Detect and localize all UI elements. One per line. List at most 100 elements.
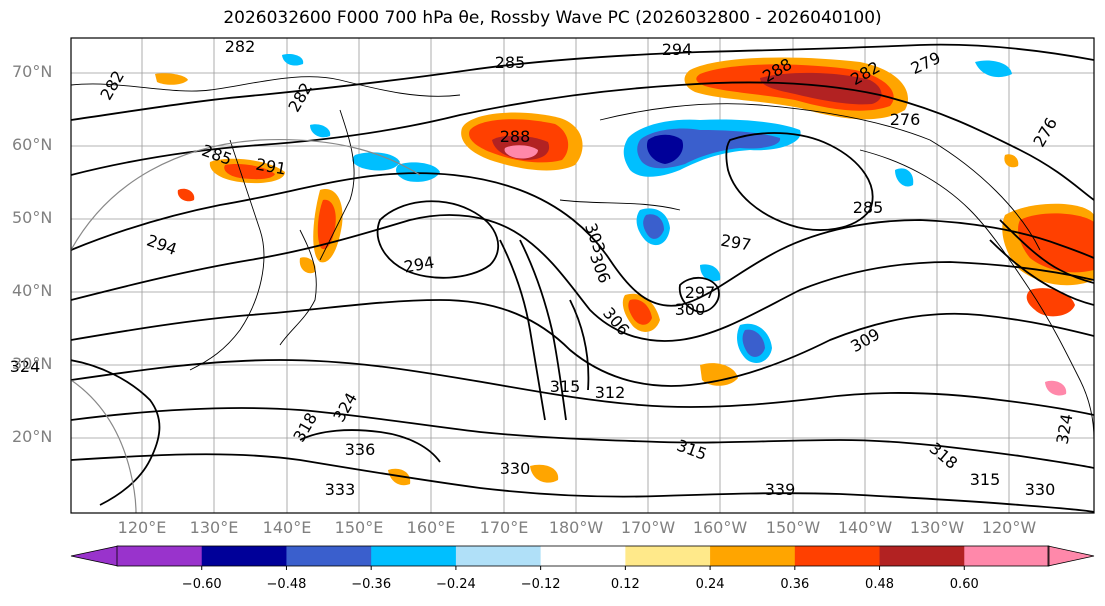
contour-label: 282 (225, 37, 256, 56)
longitude-label: 180°W (548, 518, 604, 537)
contour-label: 330 (1025, 480, 1056, 499)
positive-anomaly-patch (1004, 154, 1019, 168)
contour-label: 315 (550, 377, 581, 396)
negative-anomaly-patch (700, 264, 721, 282)
positive-anomaly-patch (760, 72, 882, 105)
contour-label: 294 (662, 40, 693, 59)
longitude-label: 170°W (620, 518, 676, 537)
contour-label: 324 (329, 389, 361, 425)
colorbar-max-extension (1047, 545, 1095, 567)
contour-label: 315 (674, 436, 709, 464)
colorbar-segment (625, 546, 711, 566)
contour-label: 312 (595, 383, 626, 402)
figure-title: 2026032600 F000 700 hPa θe, Rossby Wave … (223, 8, 882, 28)
contour-label: 324 (1053, 412, 1077, 445)
contour-label: 288 (500, 127, 531, 146)
longitude-label: 150°W (765, 518, 821, 537)
colorbar-segment (879, 546, 965, 566)
negative-anomaly-patch (895, 168, 914, 187)
contour-label: 276 (1029, 114, 1061, 150)
latitude-label: 40°N (12, 281, 53, 300)
negative-anomaly-patch (646, 134, 684, 164)
colorbar-segment (964, 546, 1050, 566)
theta-e-contours (71, 43, 1094, 513)
map-frame (70, 37, 1095, 514)
longitude-label: 130°E (189, 518, 239, 537)
contour-label: 285 (495, 53, 526, 72)
colorbar-segment (710, 546, 796, 566)
negative-anomaly-patch (310, 124, 331, 138)
contour-label: 285 (199, 141, 234, 169)
colorbar-tick-label: 0.48 (865, 577, 895, 592)
colorbar-segment (371, 546, 457, 566)
latitude-label: 50°N (12, 208, 53, 227)
colorbar-tick-label: 0.24 (695, 577, 725, 592)
contour-label: 318 (289, 409, 321, 445)
contour-label: 300 (675, 300, 706, 319)
negative-anomaly-patch (352, 152, 400, 171)
longitude-label: 170°E (479, 518, 529, 537)
latitude-label: 30°N (12, 354, 53, 373)
positive-anomaly-patch (155, 73, 188, 85)
colorbar-segment (117, 546, 203, 566)
positive-anomaly-patch (299, 257, 316, 274)
contour-label: 336 (345, 440, 376, 459)
contour-label: 297 (719, 231, 752, 255)
contour-label: 324 (10, 357, 41, 376)
longitude-label: 160°E (406, 518, 456, 537)
negative-anomaly-patch (282, 54, 304, 66)
longitude-label: 140°W (837, 518, 893, 537)
latitude-label: 70°N (12, 62, 53, 81)
colorbar-tick-label: −0.24 (435, 577, 476, 592)
positive-anomaly-patch (1026, 288, 1075, 317)
positive-anomaly-patch (1045, 380, 1067, 396)
colorbar-tick-label: 0.36 (780, 577, 810, 592)
contour-label: 330 (500, 459, 531, 478)
longitude-label: 130°W (909, 518, 965, 537)
contour-label: 276 (890, 110, 921, 129)
positive-anomaly-patch (504, 145, 538, 159)
contour-label: 279 (908, 48, 944, 78)
colorbar (70, 545, 1095, 570)
colorbar-segment (201, 546, 287, 566)
longitude-label: 140°E (262, 518, 312, 537)
negative-anomaly-patch (975, 60, 1012, 78)
negative-anomaly-patch (643, 214, 664, 239)
map-content (71, 38, 1094, 513)
latitude-label: 20°N (12, 427, 53, 446)
colorbar-segment (286, 546, 372, 566)
negative-anomaly-patch (742, 329, 765, 357)
positive-anomaly-patch (628, 299, 652, 325)
colorbar-tick-label: 0.12 (610, 577, 640, 592)
contour-label: 285 (853, 198, 884, 217)
colorbar-tick-label: 0.60 (949, 577, 979, 592)
longitude-label: 160°W (692, 518, 748, 537)
contour-label: 315 (970, 470, 1001, 489)
contour-label: 282 (284, 79, 316, 115)
contour-label: 297 (685, 283, 716, 302)
colorbar-border (116, 545, 1050, 567)
contour-label: 306 (586, 251, 614, 286)
contour-label: 303 (581, 221, 609, 256)
contour-label: 333 (325, 480, 356, 499)
colorbar-segment (794, 546, 881, 566)
positive-anomaly-patch (530, 464, 559, 483)
projection-boundary (71, 138, 421, 513)
longitude-label: 150°E (334, 518, 384, 537)
colorbar-tick-label: −0.48 (266, 577, 307, 592)
positive-anomaly-patch (224, 164, 275, 180)
colorbar-tick-label: −0.60 (181, 577, 222, 592)
colorbar-segment (455, 546, 542, 566)
longitude-label: 120°E (117, 518, 167, 537)
colorbar-tick-label: −0.12 (520, 577, 561, 592)
colorbar-min-extension (70, 545, 119, 567)
contour-label: 339 (765, 480, 796, 499)
contour-label: 294 (144, 231, 179, 259)
contour-label: 318 (926, 439, 962, 473)
longitude-label: 120°W (981, 518, 1037, 537)
positive-anomaly-patch (388, 468, 411, 486)
coastlines (71, 76, 1094, 441)
positive-anomaly-patch (177, 188, 195, 202)
colorbar-segment (540, 546, 626, 566)
